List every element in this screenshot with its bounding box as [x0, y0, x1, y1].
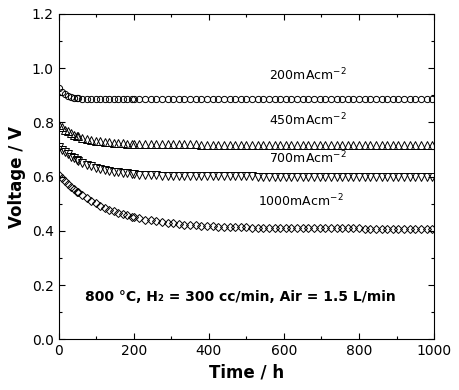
- Y-axis label: Voltage / V: Voltage / V: [8, 126, 26, 227]
- Text: 700mAcm$^{-2}$: 700mAcm$^{-2}$: [269, 149, 346, 166]
- Text: 1000mAcm$^{-2}$: 1000mAcm$^{-2}$: [257, 193, 342, 210]
- X-axis label: Time / h: Time / h: [208, 363, 283, 382]
- Text: 200mAcm$^{-2}$: 200mAcm$^{-2}$: [269, 67, 346, 83]
- Text: 800 °C, H₂ = 300 cc/min, Air = 1.5 L/min: 800 °C, H₂ = 300 cc/min, Air = 1.5 L/min: [85, 290, 395, 304]
- Text: 450mAcm$^{-2}$: 450mAcm$^{-2}$: [269, 112, 346, 128]
